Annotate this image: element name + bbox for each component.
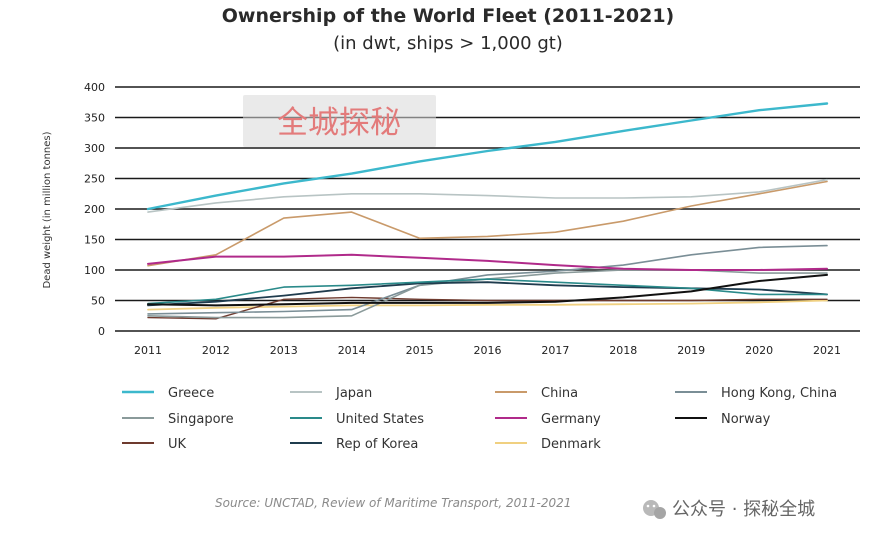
x-tick-label: 2021 <box>813 344 841 357</box>
y-tick-label: 250 <box>84 173 105 186</box>
x-tick-label: 2012 <box>202 344 230 357</box>
series-line-uk <box>147 296 828 320</box>
x-tick-label: 2020 <box>745 344 773 357</box>
series-line-hong-kong-china <box>147 244 828 315</box>
y-tick-label: 150 <box>84 234 105 247</box>
y-tick-label: 350 <box>84 112 105 125</box>
source-text: Source: UNCTAD, Review of Maritime Trans… <box>215 496 571 510</box>
series-line-japan <box>147 178 828 213</box>
y-tick-label: 400 <box>84 81 105 94</box>
legend: Greece Japan China Hong Kong, China Singapor… <box>122 386 837 452</box>
y-tick-label: 300 <box>84 142 105 155</box>
x-axis-ticks: 2011 2012 2013 2014 2015 2016 2017 2018 2019 2020… <box>134 344 841 357</box>
legend-label-uk: UK <box>168 437 187 452</box>
x-tick-label: 2018 <box>609 344 637 357</box>
legend-label-germany: Germany <box>541 412 601 427</box>
series-lines <box>146 102 829 320</box>
gridlines <box>115 86 860 332</box>
y-tick-label: 0 <box>98 325 105 338</box>
legend-label-united-states: United States <box>336 412 424 427</box>
wechat-badge: 公众号 · 探秘全城 <box>643 499 815 520</box>
wechat-account: 公众号 · 探秘全城 <box>672 499 815 520</box>
legend-label-greece: Greece <box>168 386 214 401</box>
x-tick-label: 2015 <box>406 344 434 357</box>
x-tick-label: 2019 <box>677 344 705 357</box>
series-line-norway <box>147 273 828 307</box>
x-tick-label: 2011 <box>134 344 162 357</box>
y-axis-label: Dead weight (in million tonnes) <box>42 131 53 288</box>
x-tick-label: 2017 <box>541 344 569 357</box>
wechat-icon <box>643 500 666 519</box>
series-line-china <box>147 180 828 267</box>
legend-label-denmark: Denmark <box>541 437 601 452</box>
series-line-denmark <box>147 299 828 311</box>
x-tick-label: 2013 <box>270 344 298 357</box>
legend-label-hong-kong-china: Hong Kong, China <box>721 386 837 401</box>
x-tick-label: 2014 <box>338 344 366 357</box>
chart-title: Ownership of the World Fleet (2011-2021) <box>222 5 675 27</box>
watermark-text: 全城探秘 <box>277 105 401 141</box>
y-axis-ticks: 0 50 100 150 200 250 300 350 400 <box>84 81 105 338</box>
series-line-united-states <box>147 278 828 305</box>
y-tick-label: 50 <box>91 295 105 308</box>
legend-label-japan: Japan <box>335 386 372 401</box>
legend-label-singapore: Singapore <box>168 412 234 427</box>
legend-label-rep-of-korea: Rep of Korea <box>336 437 418 452</box>
y-tick-label: 200 <box>84 203 105 216</box>
watermark-box <box>243 95 436 147</box>
chart-subtitle: (in dwt, ships > 1,000 gt) <box>333 33 563 54</box>
legend-label-china: China <box>541 386 578 401</box>
series-line-germany <box>147 253 828 271</box>
y-tick-label: 100 <box>84 264 105 277</box>
series-line-greece <box>146 102 829 211</box>
legend-label-norway: Norway <box>721 412 771 427</box>
x-tick-label: 2016 <box>474 344 502 357</box>
